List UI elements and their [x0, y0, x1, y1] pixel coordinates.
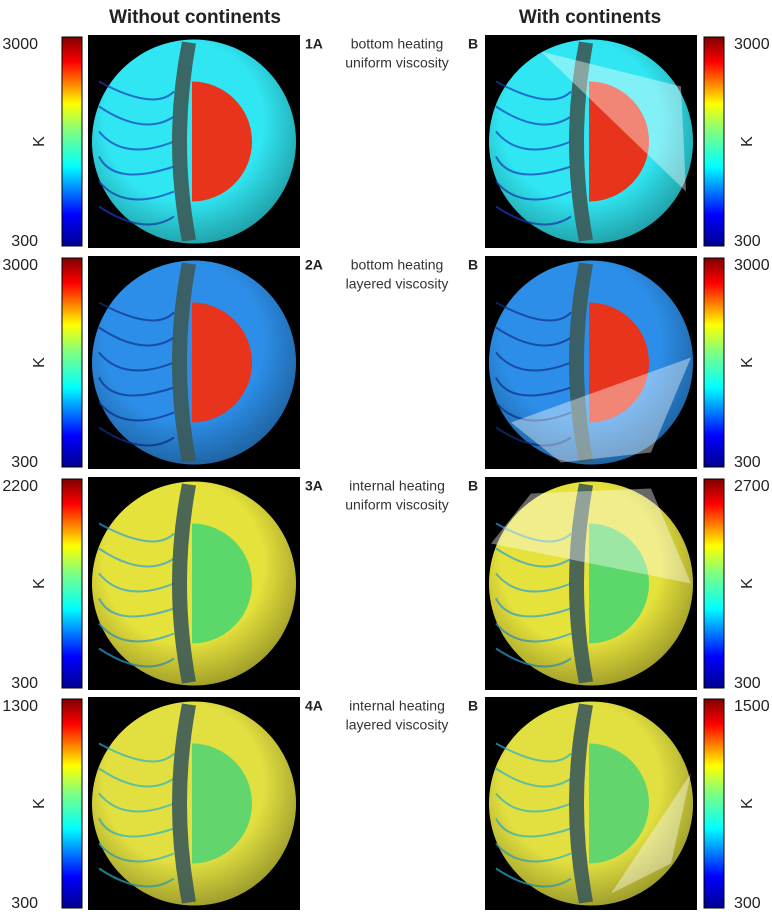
panel-label: B — [468, 36, 478, 52]
colorbar-max: 3000 — [734, 36, 770, 53]
panel-description: internal heating — [349, 478, 445, 494]
panel-label: B — [468, 478, 478, 494]
colorbar-min: 300 — [11, 454, 38, 471]
sphere-shade — [489, 702, 693, 906]
colorbar-max: 3000 — [2, 36, 38, 53]
panel-description: layered viscosity — [346, 717, 449, 733]
colorbar-max: 3000 — [734, 257, 770, 274]
colorbar-min: 300 — [734, 895, 761, 912]
colorbar — [62, 258, 82, 467]
sphere-shade — [92, 40, 296, 244]
colorbar-max: 1300 — [2, 698, 38, 715]
colorbar-min: 300 — [734, 233, 761, 250]
panel-description: bottom heating — [351, 257, 444, 273]
colorbar-unit: K — [739, 578, 756, 589]
column-header: With continents — [519, 7, 661, 28]
panel-description: layered viscosity — [346, 276, 449, 292]
colorbar-unit: K — [739, 798, 756, 809]
panel-description: bottom heating — [351, 36, 444, 52]
panel-description: internal heating — [349, 698, 445, 714]
panel-label: B — [468, 698, 478, 714]
colorbar-unit: K — [31, 798, 48, 809]
sphere-shade — [92, 482, 296, 686]
colorbar — [704, 479, 724, 688]
colorbar-min: 300 — [11, 895, 38, 912]
colorbar-unit: K — [739, 136, 756, 147]
panel-description: uniform viscosity — [345, 497, 448, 513]
colorbar — [704, 258, 724, 467]
colorbar — [62, 37, 82, 246]
colorbar-max: 1500 — [734, 698, 770, 715]
colorbar-unit: K — [31, 578, 48, 589]
sphere-shade — [92, 261, 296, 465]
colorbar — [62, 699, 82, 908]
panel-label: 2A — [305, 257, 323, 273]
colorbar — [704, 699, 724, 908]
colorbar-unit: K — [739, 357, 756, 368]
panel-label: 1A — [305, 36, 323, 52]
colorbar-min: 300 — [734, 675, 761, 692]
colorbar — [704, 37, 724, 246]
sphere-shade — [92, 702, 296, 906]
colorbar-unit: K — [31, 136, 48, 147]
colorbar-max: 2700 — [734, 478, 770, 495]
colorbar-min: 300 — [11, 233, 38, 250]
colorbar-min: 300 — [11, 675, 38, 692]
figure: Without continents With continents 3000 3… — [0, 0, 772, 914]
colorbar-max: 3000 — [2, 257, 38, 274]
panel-label: B — [468, 257, 478, 273]
panel-description: uniform viscosity — [345, 55, 448, 71]
colorbar-max: 2200 — [2, 478, 38, 495]
colorbar — [62, 479, 82, 688]
colorbar-min: 300 — [734, 454, 761, 471]
colorbar-unit: K — [31, 357, 48, 368]
column-header: Without continents — [109, 7, 281, 28]
panel-label: 4A — [305, 698, 323, 714]
panel-label: 3A — [305, 478, 323, 494]
